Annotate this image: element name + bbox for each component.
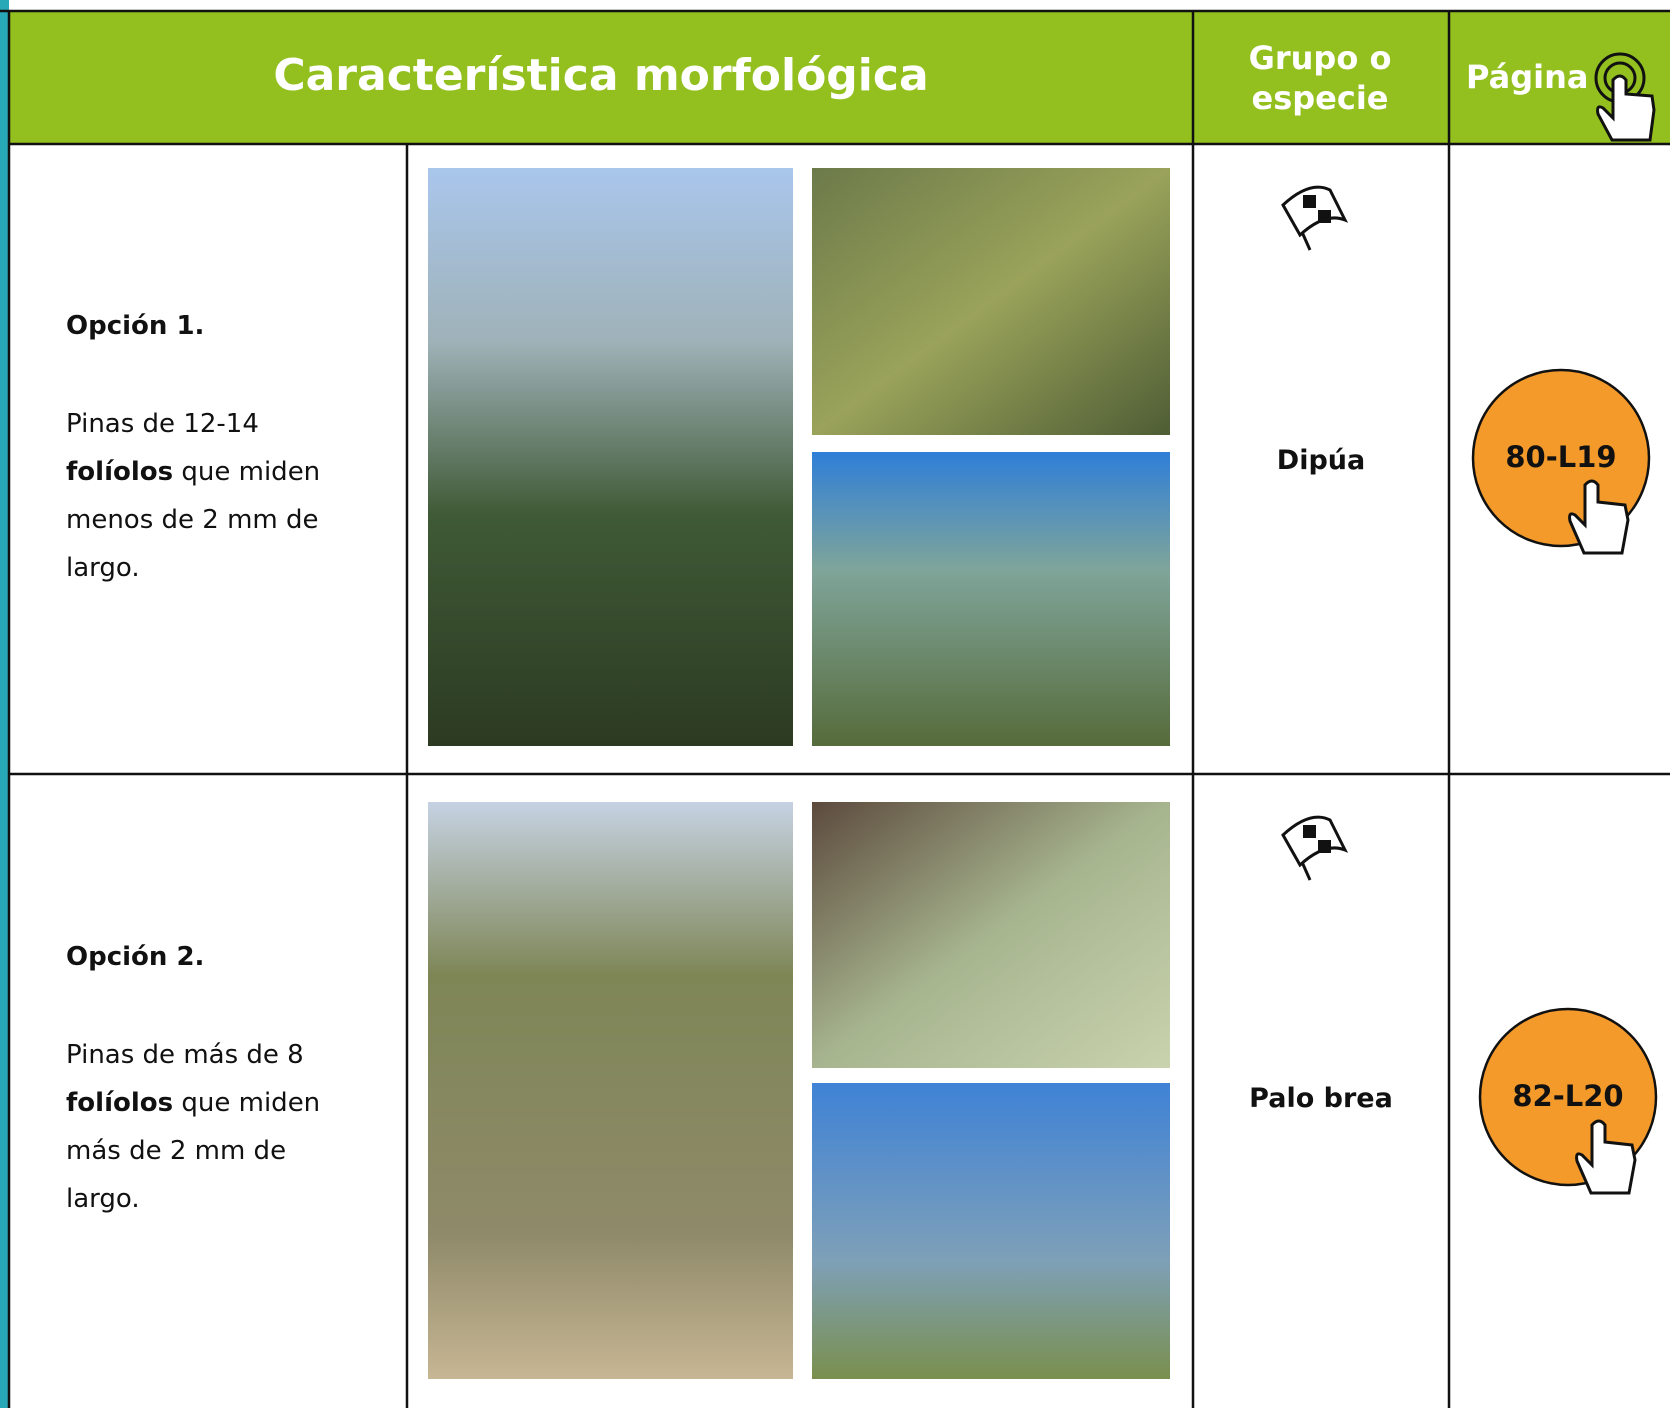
side-strip [0,0,9,1408]
photo [812,452,1170,746]
species-name: Dipúa [1276,445,1366,476]
header-band [9,11,1670,144]
text: Pinas de más de 8 [66,1040,304,1070]
flag-icon [1281,185,1349,251]
page-link[interactable]: 80-L19 [1505,440,1617,474]
header-species: Grupo o especie [1248,39,1392,117]
header-page: Página [1466,58,1589,96]
text: Pinas de 12-14 [66,409,259,439]
text: que miden más de 2 mm de largo. [66,1088,321,1214]
option-label: Opción 2. [66,942,205,972]
photo [812,168,1170,435]
species-name: Palo brea [1249,1083,1393,1114]
tap-icon [1568,479,1630,555]
photo [812,802,1170,1068]
tap-icon [1575,1119,1637,1195]
page-link[interactable]: 82-L20 [1512,1079,1624,1113]
bold-term: folíolos [66,457,174,487]
photo [428,802,793,1379]
photo [428,168,793,746]
header-feature: Característica morfológica [273,50,929,101]
photo [812,1083,1170,1379]
option-label: Opción 1. [66,311,205,341]
text: que miden menos de 2 mm de largo. [66,457,321,583]
page-button[interactable] [1478,1007,1658,1187]
bold-term: folíolos [66,1088,174,1118]
tap-icon [1594,52,1656,142]
description: Pinas de más de 8 folíolos que miden más… [66,1031,356,1223]
description: Pinas de 12-14 folíolos que miden menos … [66,400,356,592]
grid-lines [0,9,1670,1408]
flag-icon [1281,815,1349,881]
